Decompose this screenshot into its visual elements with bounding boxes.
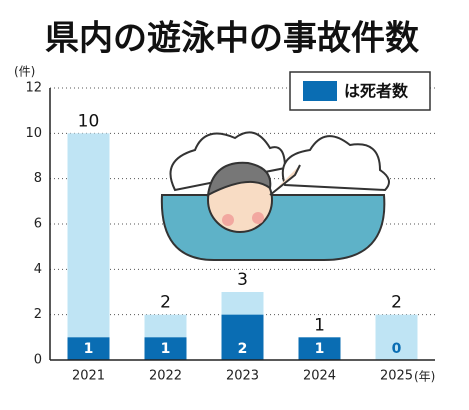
bar xyxy=(221,314,264,360)
x-unit: (年) xyxy=(414,370,435,384)
bar xyxy=(375,314,418,360)
y-tick-label: 0 xyxy=(34,353,42,368)
legend-label: は死者数 xyxy=(344,82,409,101)
x-tick-label: 2024 xyxy=(303,369,336,384)
y-tick-label: 12 xyxy=(25,81,42,96)
x-tick-label: 2025 xyxy=(380,369,413,384)
y-tick-label: 2 xyxy=(34,307,42,322)
bar-value-label: 2 xyxy=(160,293,171,313)
bar xyxy=(144,337,187,360)
bar-value-label: 2 xyxy=(391,293,402,313)
bar-value-label: 1 xyxy=(314,315,325,335)
legend-swatch xyxy=(303,81,337,101)
y-tick-label: 4 xyxy=(34,262,42,277)
chart-title: 県内の遊泳中の事故件数 xyxy=(45,19,419,59)
x-tick-label: 2021 xyxy=(72,369,105,384)
illustration xyxy=(160,131,390,261)
y-tick-label: 6 xyxy=(34,217,42,232)
bar-value-label: 1 xyxy=(161,341,171,357)
bar-value-label: 3 xyxy=(237,270,248,290)
bar-value-label: 1 xyxy=(84,341,94,357)
x-tick-label: 2023 xyxy=(226,369,259,384)
bar xyxy=(298,337,341,360)
y-tick-label: 10 xyxy=(25,126,42,141)
bar-value-label: 2 xyxy=(238,341,248,357)
bar xyxy=(67,133,110,360)
x-tick-label: 2022 xyxy=(149,369,182,384)
y-tick-label: 8 xyxy=(34,171,42,186)
bar-value-label: 10 xyxy=(78,111,100,131)
bar-value-label: 1 xyxy=(315,341,325,357)
bar xyxy=(67,337,110,360)
y-unit: (件) xyxy=(14,65,35,79)
bar-value-label: 0 xyxy=(392,341,402,357)
